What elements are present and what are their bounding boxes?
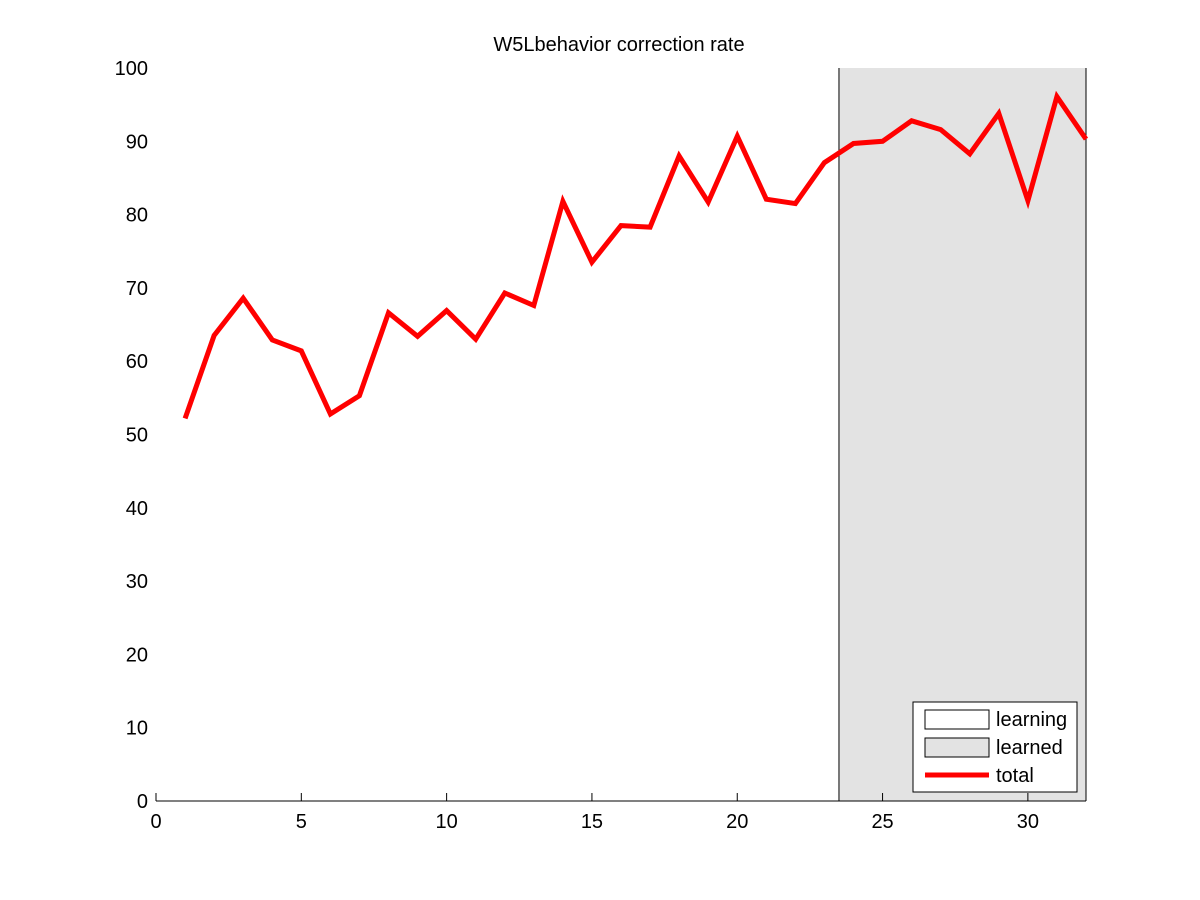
y-tick-label: 90	[126, 131, 148, 153]
x-tick-label: 5	[296, 811, 307, 833]
y-tick-label: 0	[137, 791, 148, 813]
x-tick-label: 10	[436, 811, 458, 833]
axes: 0 5 10 15 20 25 30 0 10 20 30 40 50 60 70 80 90 100	[115, 58, 1087, 833]
legend-swatch-learned	[924, 737, 990, 758]
x-tick-label: 0	[150, 811, 161, 833]
y-tick-label: 50	[126, 425, 148, 447]
legend-label-total: total	[996, 765, 1034, 787]
x-tick-label: 25	[871, 811, 893, 833]
y-tick-label: 40	[126, 498, 148, 520]
y-tick-label: 30	[126, 571, 148, 593]
series-line-total	[182, 90, 1089, 420]
x-tick-label: 20	[726, 811, 748, 833]
x-tick-label: 30	[1017, 811, 1039, 833]
y-tick-label: 20	[126, 644, 148, 666]
region-learning	[156, 68, 839, 801]
y-tick-label: 10	[126, 718, 148, 740]
region-layer	[156, 68, 1086, 801]
x-tick-label: 15	[581, 811, 603, 833]
legend-label-learned: learned	[996, 737, 1063, 759]
legend-swatch-learning	[924, 709, 990, 730]
series-layer	[182, 90, 1089, 420]
region-learned	[838, 68, 1086, 801]
y-tick-label: 80	[126, 205, 148, 227]
y-tick-label: 60	[126, 351, 148, 373]
legend: learning learned total	[912, 701, 1078, 793]
y-tick-label: 70	[126, 278, 148, 300]
legend-label-learning: learning	[996, 709, 1067, 731]
y-tick-label: 100	[115, 58, 148, 80]
chart-title: W5Lbehavior correction rate	[493, 34, 744, 56]
